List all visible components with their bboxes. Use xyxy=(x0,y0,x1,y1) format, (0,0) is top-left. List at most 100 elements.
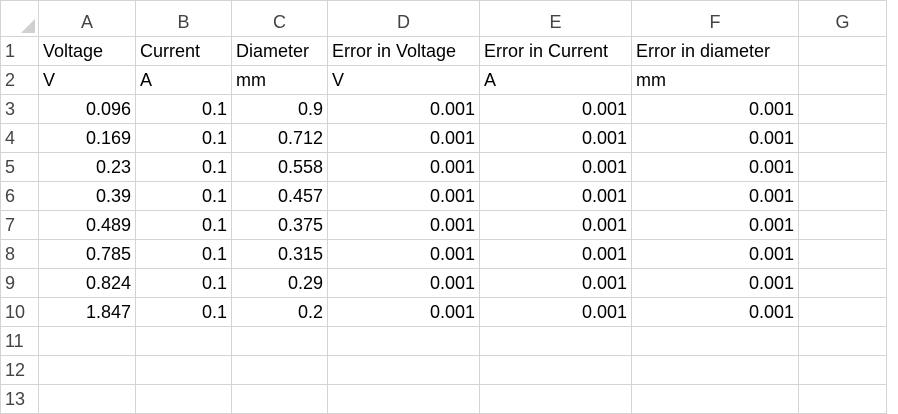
cell-c12[interactable] xyxy=(231,355,328,385)
cell-b4[interactable]: 0.1 xyxy=(135,123,232,153)
cell-f2[interactable]: mm xyxy=(631,65,799,95)
cell-c4[interactable]: 0.712 xyxy=(231,123,328,153)
row-header[interactable]: 7 xyxy=(0,210,39,240)
cell-d5[interactable]: 0.001 xyxy=(327,152,480,182)
cell-b1[interactable]: Current xyxy=(135,36,232,66)
cell-b7[interactable]: 0.1 xyxy=(135,210,232,240)
cell-f13[interactable] xyxy=(631,384,799,414)
cell-b6[interactable]: 0.1 xyxy=(135,181,232,211)
cell-e13[interactable] xyxy=(479,384,632,414)
cell-b5[interactable]: 0.1 xyxy=(135,152,232,182)
cell-b11[interactable] xyxy=(135,326,232,356)
cell-c3[interactable]: 0.9 xyxy=(231,94,328,124)
cell-g9[interactable] xyxy=(798,268,887,298)
cell-b13[interactable] xyxy=(135,384,232,414)
row-header[interactable]: 11 xyxy=(0,326,39,356)
row-header[interactable]: 12 xyxy=(0,355,39,385)
cell-d12[interactable] xyxy=(327,355,480,385)
row-header[interactable]: 3 xyxy=(0,94,39,124)
cell-g13[interactable] xyxy=(798,384,887,414)
cell-e3[interactable]: 0.001 xyxy=(479,94,632,124)
column-header-g[interactable]: G xyxy=(798,0,887,37)
column-header-e[interactable]: E xyxy=(479,0,632,37)
cell-g6[interactable] xyxy=(798,181,887,211)
cell-c11[interactable] xyxy=(231,326,328,356)
cell-c7[interactable]: 0.375 xyxy=(231,210,328,240)
row-header[interactable]: 13 xyxy=(0,384,39,414)
column-header-a[interactable]: A xyxy=(38,0,136,37)
cell-a8[interactable]: 0.785 xyxy=(38,239,136,269)
cell-c8[interactable]: 0.315 xyxy=(231,239,328,269)
row-header[interactable]: 6 xyxy=(0,181,39,211)
cell-f12[interactable] xyxy=(631,355,799,385)
row-header[interactable]: 4 xyxy=(0,123,39,153)
cell-d4[interactable]: 0.001 xyxy=(327,123,480,153)
cell-a6[interactable]: 0.39 xyxy=(38,181,136,211)
cell-a3[interactable]: 0.096 xyxy=(38,94,136,124)
cell-a9[interactable]: 0.824 xyxy=(38,268,136,298)
cell-e5[interactable]: 0.001 xyxy=(479,152,632,182)
cell-e6[interactable]: 0.001 xyxy=(479,181,632,211)
cell-b12[interactable] xyxy=(135,355,232,385)
cell-e10[interactable]: 0.001 xyxy=(479,297,632,327)
cell-f8[interactable]: 0.001 xyxy=(631,239,799,269)
cell-b10[interactable]: 0.1 xyxy=(135,297,232,327)
cell-f7[interactable]: 0.001 xyxy=(631,210,799,240)
column-header-c[interactable]: C xyxy=(231,0,328,37)
cell-e4[interactable]: 0.001 xyxy=(479,123,632,153)
cell-a13[interactable] xyxy=(38,384,136,414)
cell-d11[interactable] xyxy=(327,326,480,356)
cell-d8[interactable]: 0.001 xyxy=(327,239,480,269)
cell-e8[interactable]: 0.001 xyxy=(479,239,632,269)
cell-g8[interactable] xyxy=(798,239,887,269)
cell-d3[interactable]: 0.001 xyxy=(327,94,480,124)
cell-c13[interactable] xyxy=(231,384,328,414)
column-header-b[interactable]: B xyxy=(135,0,232,37)
cell-f11[interactable] xyxy=(631,326,799,356)
cell-c9[interactable]: 0.29 xyxy=(231,268,328,298)
row-header[interactable]: 9 xyxy=(0,268,39,298)
row-header[interactable]: 10 xyxy=(0,297,39,327)
cell-a2[interactable]: V xyxy=(38,65,136,95)
cell-c6[interactable]: 0.457 xyxy=(231,181,328,211)
cell-g2[interactable] xyxy=(798,65,887,95)
cell-f1[interactable]: Error in diameter xyxy=(631,36,799,66)
cell-f6[interactable]: 0.001 xyxy=(631,181,799,211)
cell-c1[interactable]: Diameter xyxy=(231,36,328,66)
cell-f10[interactable]: 0.001 xyxy=(631,297,799,327)
cell-e7[interactable]: 0.001 xyxy=(479,210,632,240)
cell-g10[interactable] xyxy=(798,297,887,327)
cell-e11[interactable] xyxy=(479,326,632,356)
cell-e2[interactable]: A xyxy=(479,65,632,95)
cell-c5[interactable]: 0.558 xyxy=(231,152,328,182)
cell-e12[interactable] xyxy=(479,355,632,385)
row-header[interactable]: 8 xyxy=(0,239,39,269)
cell-a7[interactable]: 0.489 xyxy=(38,210,136,240)
cell-g1[interactable] xyxy=(798,36,887,66)
cell-g7[interactable] xyxy=(798,210,887,240)
cell-e1[interactable]: Error in Current xyxy=(479,36,632,66)
select-all-button[interactable] xyxy=(0,0,39,37)
cell-g4[interactable] xyxy=(798,123,887,153)
cell-b3[interactable]: 0.1 xyxy=(135,94,232,124)
cell-c10[interactable]: 0.2 xyxy=(231,297,328,327)
cell-d10[interactable]: 0.001 xyxy=(327,297,480,327)
cell-a12[interactable] xyxy=(38,355,136,385)
cell-d1[interactable]: Error in Voltage xyxy=(327,36,480,66)
column-header-d[interactable]: D xyxy=(327,0,480,37)
cell-d13[interactable] xyxy=(327,384,480,414)
cell-e9[interactable]: 0.001 xyxy=(479,268,632,298)
cell-d2[interactable]: V xyxy=(327,65,480,95)
cell-a11[interactable] xyxy=(38,326,136,356)
cell-g12[interactable] xyxy=(798,355,887,385)
cell-f3[interactable]: 0.001 xyxy=(631,94,799,124)
column-header-f[interactable]: F xyxy=(631,0,799,37)
cell-b9[interactable]: 0.1 xyxy=(135,268,232,298)
cell-f5[interactable]: 0.001 xyxy=(631,152,799,182)
cell-a10[interactable]: 1.847 xyxy=(38,297,136,327)
cell-d9[interactable]: 0.001 xyxy=(327,268,480,298)
cell-d6[interactable]: 0.001 xyxy=(327,181,480,211)
cell-b2[interactable]: A xyxy=(135,65,232,95)
cell-g11[interactable] xyxy=(798,326,887,356)
cell-f9[interactable]: 0.001 xyxy=(631,268,799,298)
